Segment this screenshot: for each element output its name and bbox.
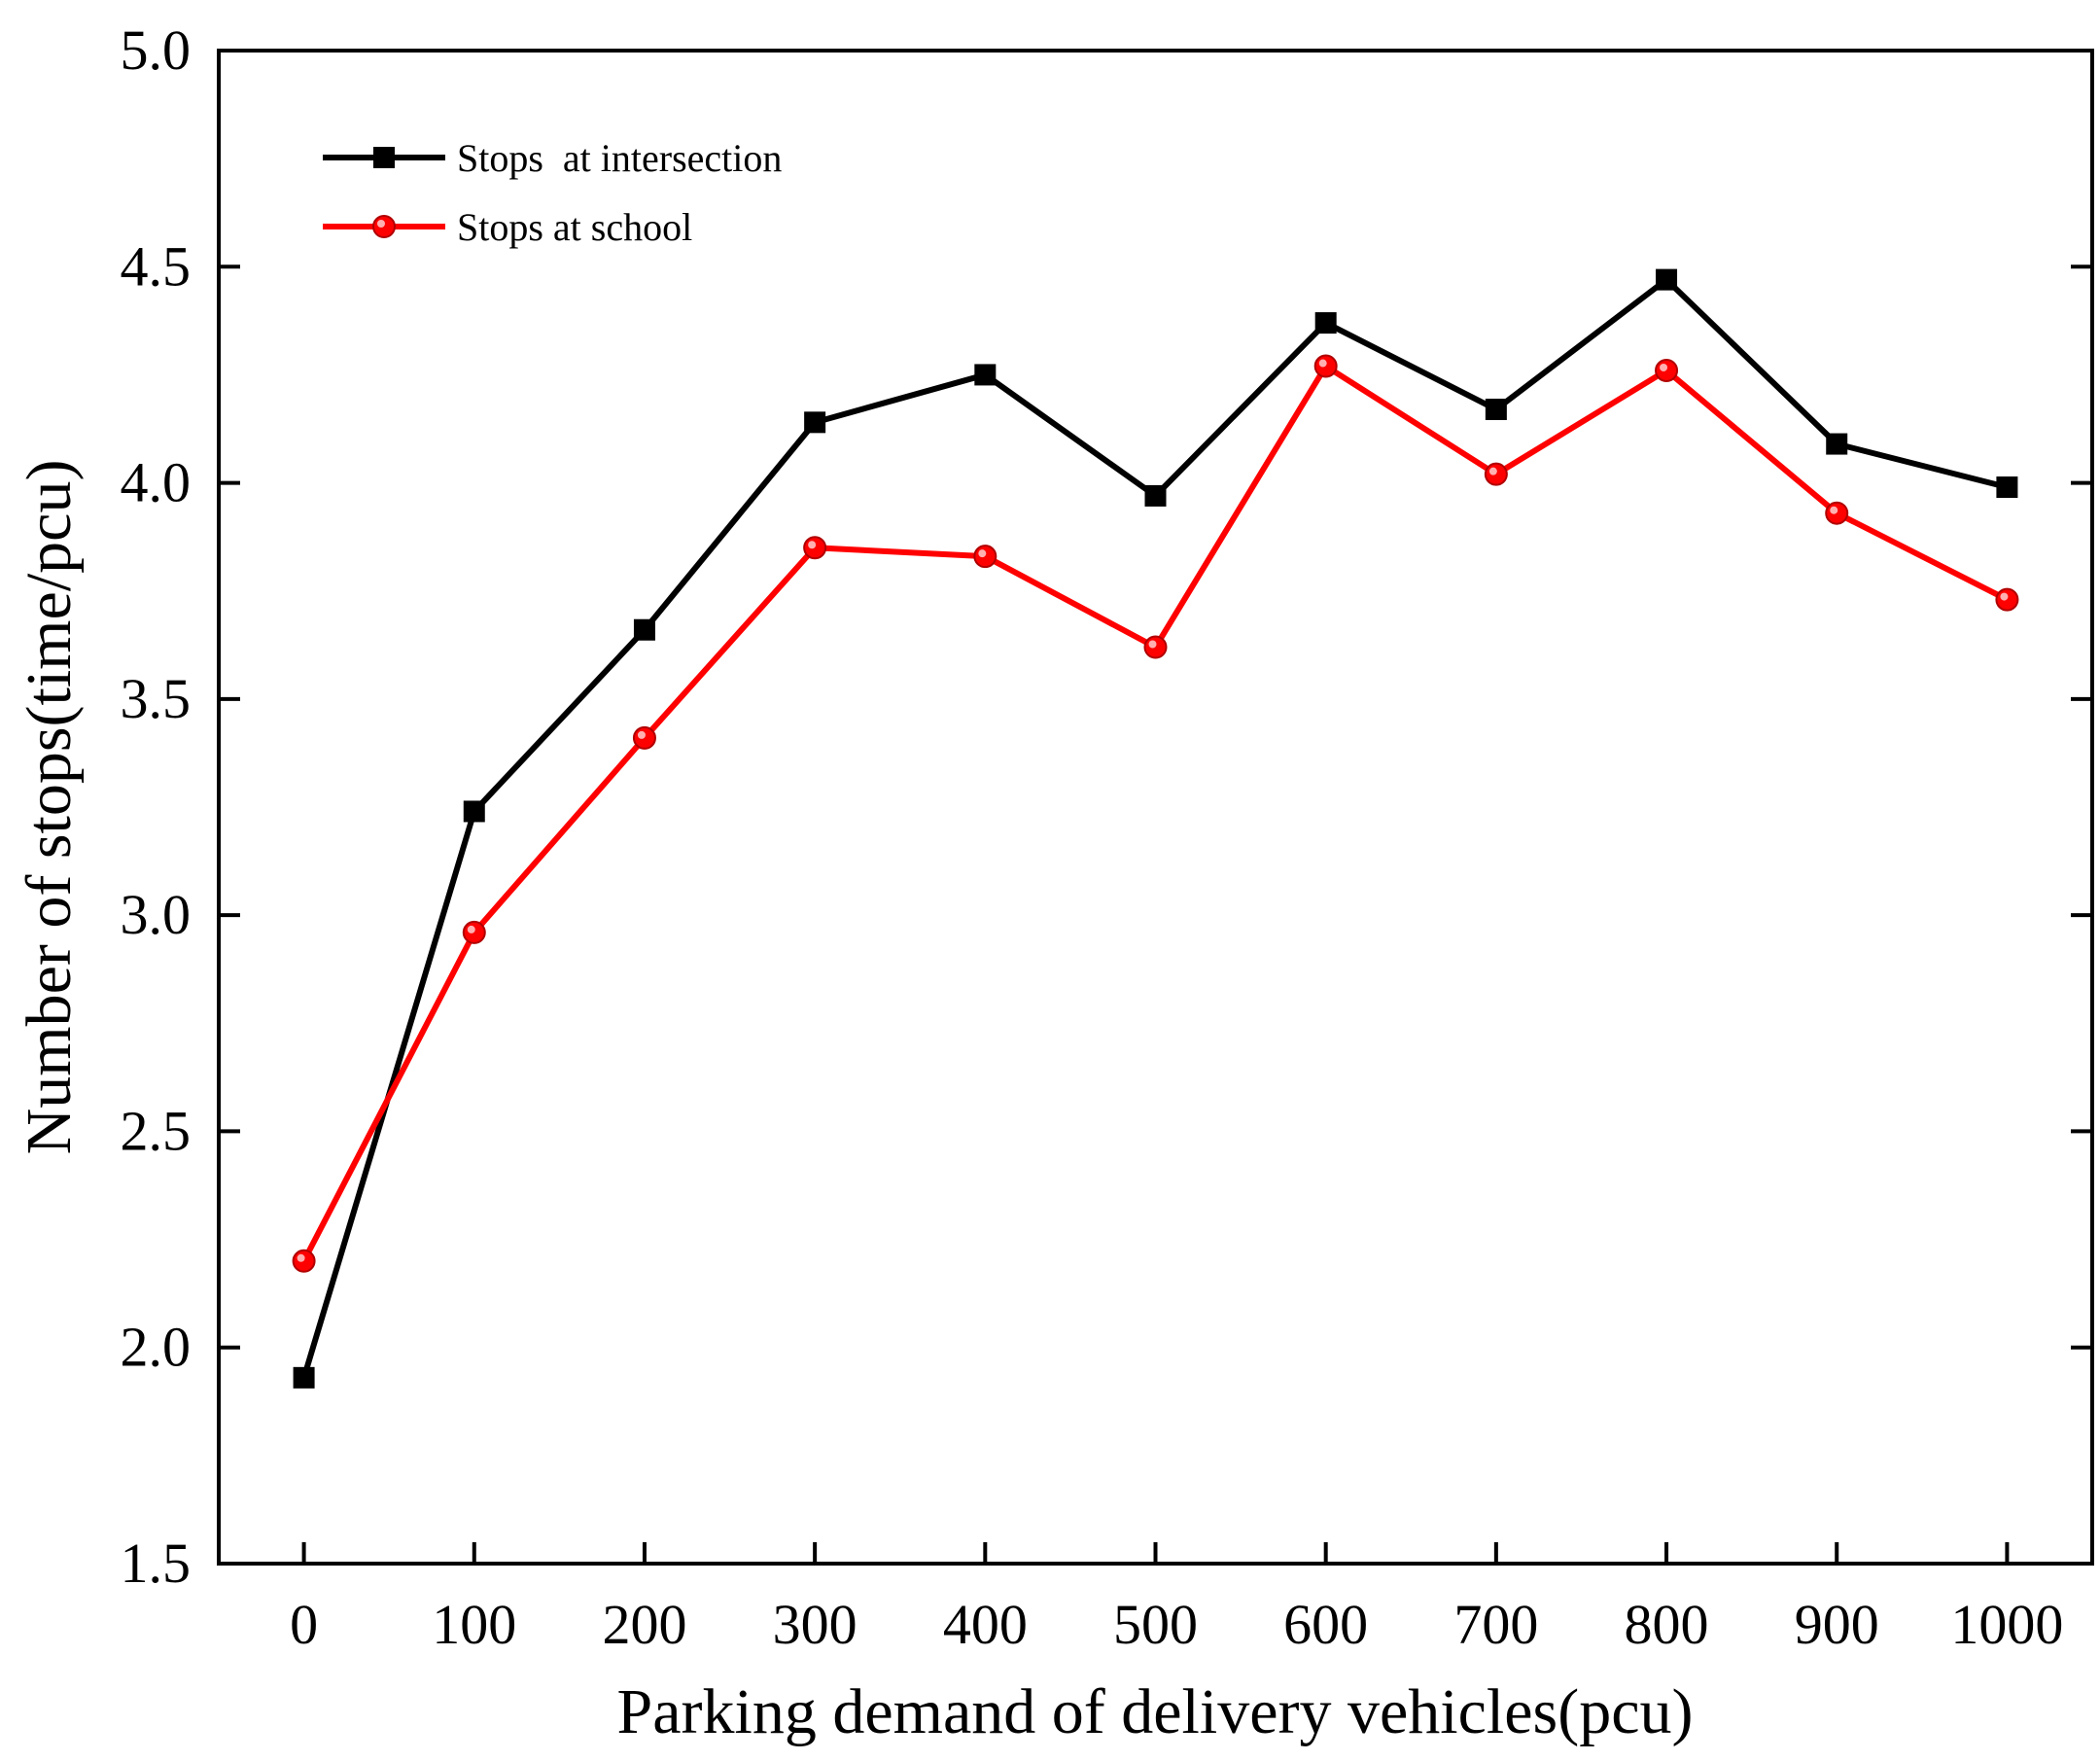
y-tick-label: 3.5 (121, 667, 192, 730)
y-tick-label: 3.0 (121, 883, 192, 946)
data-point-school (462, 920, 486, 944)
data-point-highlight (467, 925, 475, 933)
x-tick-label: 100 (432, 1593, 516, 1656)
y-tick-label: 2.5 (121, 1099, 192, 1162)
x-tick-label: 500 (1113, 1593, 1198, 1656)
data-point-intersection (463, 800, 485, 823)
y-axis-title: Number of stops(time/pcu) (14, 460, 85, 1155)
data-point-highlight (808, 541, 817, 549)
data-point-highlight (1488, 467, 1497, 475)
data-point-school (1484, 462, 1508, 486)
x-axis-title: Parking demand of delivery vehicles(pcu) (617, 1676, 1694, 1747)
data-point-highlight (1830, 506, 1838, 514)
data-point-school (1143, 635, 1168, 659)
x-tick-label: 700 (1453, 1593, 1538, 1656)
x-tick-label: 0 (290, 1593, 318, 1656)
data-point-school (632, 725, 656, 750)
data-point-highlight (1318, 359, 1327, 368)
plot-frame (217, 49, 2094, 1566)
data-point-highlight (2000, 592, 2009, 601)
data-point-intersection (633, 618, 655, 641)
legend-marker (372, 215, 396, 238)
data-point-highlight (1148, 640, 1157, 649)
data-point-school (973, 545, 998, 569)
x-tick-label: 200 (602, 1593, 686, 1656)
data-point-school (1825, 501, 1849, 525)
data-point-intersection (1485, 398, 1507, 420)
data-point-school (1313, 354, 1338, 378)
series-layer (292, 268, 2019, 1389)
data-point-highlight (978, 549, 987, 558)
x-tick-label: 400 (943, 1593, 1028, 1656)
y-tick-label: 2.0 (121, 1316, 192, 1379)
legend-label: Stops at school (457, 205, 692, 249)
data-point-intersection (1656, 268, 1678, 291)
y-tick-label: 4.5 (121, 234, 192, 298)
data-point-school (1995, 587, 2019, 612)
legend-marker-highlight (377, 220, 385, 228)
data-point-intersection (1144, 484, 1167, 507)
y-tick-label: 1.5 (121, 1532, 192, 1595)
x-axis: 0 100 200 300 400 500 600 700 800 900 1000 (290, 1542, 2063, 1656)
x-tick-label: 900 (1795, 1593, 1879, 1656)
data-point-highlight (1660, 363, 1668, 371)
data-point-intersection (293, 1366, 315, 1389)
data-point-intersection (1314, 312, 1337, 335)
x-tick-label: 1000 (1950, 1593, 2063, 1656)
data-point-intersection (804, 411, 826, 434)
x-tick-label: 800 (1625, 1593, 1709, 1656)
data-point-school (292, 1249, 316, 1273)
y-axis: 1.5 2.0 2.5 3.0 3.5 4.0 4.5 5.0 (121, 18, 2092, 1595)
data-point-school (803, 536, 827, 560)
legend: Stops at intersection Stops at school (323, 136, 782, 249)
data-point-highlight (637, 730, 646, 739)
data-point-intersection (1826, 433, 1848, 455)
x-tick-label: 300 (773, 1593, 858, 1656)
data-point-intersection (974, 364, 997, 386)
legend-item-intersection: Stops at intersection (323, 136, 782, 180)
legend-item-school: Stops at school (323, 205, 692, 249)
x-tick-label: 600 (1283, 1593, 1368, 1656)
legend-marker (373, 147, 395, 168)
series-intersection (293, 268, 2018, 1389)
legend-label: Stops at intersection (457, 136, 782, 180)
y-tick-label: 4.0 (121, 451, 192, 514)
data-point-highlight (297, 1253, 305, 1262)
data-point-intersection (1996, 476, 2018, 499)
data-point-school (1655, 358, 1679, 382)
series-school (292, 354, 2019, 1273)
y-tick-label: 5.0 (121, 18, 192, 82)
